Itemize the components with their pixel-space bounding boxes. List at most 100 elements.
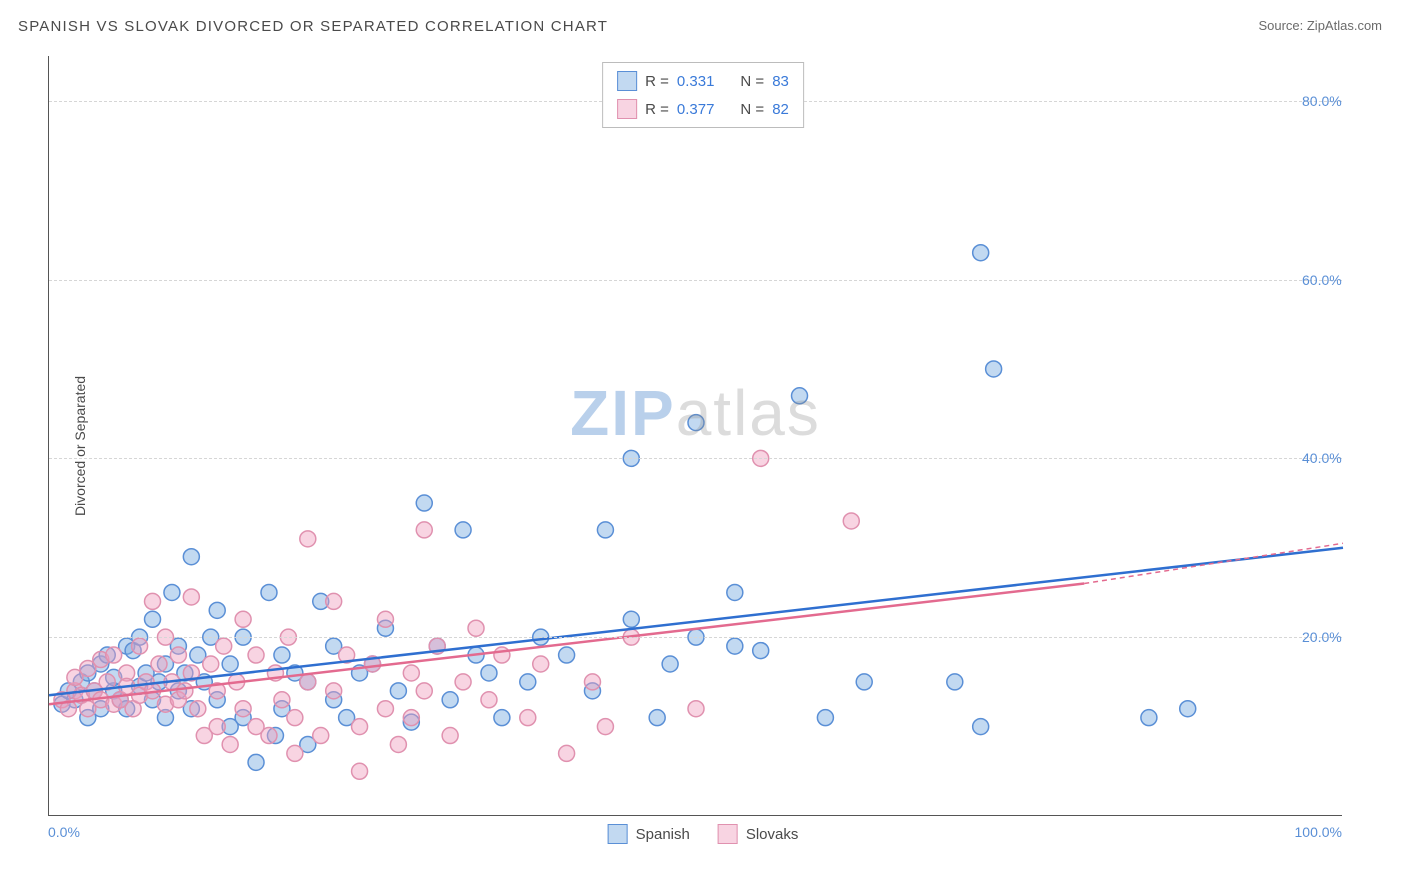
data-point xyxy=(584,674,600,690)
data-point xyxy=(300,674,316,690)
data-point xyxy=(287,745,303,761)
data-point xyxy=(416,522,432,538)
legend-r-label: R = xyxy=(645,101,669,118)
trend-line-extrapolated xyxy=(1084,543,1343,583)
data-point xyxy=(688,701,704,717)
legend-n-value: 83 xyxy=(772,73,789,90)
ytick-label: 80.0% xyxy=(1302,93,1342,109)
data-point xyxy=(287,710,303,726)
legend-r-value: 0.377 xyxy=(677,101,715,118)
data-point xyxy=(377,611,393,627)
data-point xyxy=(216,638,232,654)
data-point xyxy=(164,584,180,600)
xtick-label: 100.0% xyxy=(1295,824,1342,840)
data-point xyxy=(947,674,963,690)
data-point xyxy=(183,589,199,605)
data-point xyxy=(843,513,859,529)
legend-row: R = 0.377 N = 82 xyxy=(603,95,803,123)
data-point xyxy=(352,763,368,779)
data-point xyxy=(533,656,549,672)
trend-line xyxy=(49,584,1084,705)
data-point xyxy=(274,692,290,708)
data-point xyxy=(481,665,497,681)
data-point xyxy=(145,611,161,627)
data-point xyxy=(1141,710,1157,726)
data-point xyxy=(662,656,678,672)
data-point xyxy=(390,736,406,752)
data-point xyxy=(248,647,264,663)
data-point xyxy=(753,643,769,659)
data-point xyxy=(623,611,639,627)
data-point xyxy=(390,683,406,699)
legend-n-value: 82 xyxy=(772,101,789,118)
data-point xyxy=(520,674,536,690)
scatter-plot-svg xyxy=(49,56,1342,815)
data-point xyxy=(416,683,432,699)
data-point xyxy=(688,415,704,431)
gridline xyxy=(49,637,1342,638)
legend-swatch xyxy=(617,71,637,91)
xtick-label: 0.0% xyxy=(48,824,80,840)
data-point xyxy=(559,647,575,663)
data-point xyxy=(403,665,419,681)
series-legend-item: Spanish xyxy=(608,824,690,844)
legend-n-label: N = xyxy=(740,73,764,90)
data-point xyxy=(300,531,316,547)
data-point xyxy=(352,719,368,735)
data-point xyxy=(203,656,219,672)
data-point xyxy=(326,683,342,699)
data-point xyxy=(326,593,342,609)
data-point xyxy=(817,710,833,726)
legend-swatch xyxy=(617,99,637,119)
data-point xyxy=(177,683,193,699)
legend-r-value: 0.331 xyxy=(677,73,715,90)
data-point xyxy=(481,692,497,708)
data-point xyxy=(649,710,665,726)
data-point xyxy=(261,584,277,600)
data-point xyxy=(222,736,238,752)
data-point xyxy=(597,719,613,735)
data-point xyxy=(151,656,167,672)
ytick-label: 20.0% xyxy=(1302,629,1342,645)
data-point xyxy=(494,647,510,663)
data-point xyxy=(442,728,458,744)
data-point xyxy=(468,620,484,636)
data-point xyxy=(727,584,743,600)
ytick-label: 60.0% xyxy=(1302,272,1342,288)
data-point xyxy=(727,638,743,654)
legend-swatch xyxy=(608,824,628,844)
data-point xyxy=(274,647,290,663)
legend-n-label: N = xyxy=(740,101,764,118)
data-point xyxy=(455,674,471,690)
data-point xyxy=(973,245,989,261)
data-point xyxy=(106,647,122,663)
plot-area: ZIPatlas xyxy=(48,56,1342,816)
data-point xyxy=(222,656,238,672)
legend-row: R = 0.331 N = 83 xyxy=(603,67,803,95)
data-point xyxy=(132,638,148,654)
data-point xyxy=(261,728,277,744)
series-legend-label: Slovaks xyxy=(746,826,799,843)
data-point xyxy=(494,710,510,726)
chart-title: SPANISH VS SLOVAK DIVORCED OR SEPARATED … xyxy=(18,18,608,35)
data-point xyxy=(416,495,432,511)
data-point xyxy=(183,549,199,565)
source-label: Source: ZipAtlas.com xyxy=(1258,18,1382,33)
data-point xyxy=(170,647,186,663)
correlation-legend: R = 0.331 N = 83 R = 0.377 N = 82 xyxy=(602,62,804,128)
data-point xyxy=(235,611,251,627)
legend-r-label: R = xyxy=(645,73,669,90)
ytick-label: 40.0% xyxy=(1302,450,1342,466)
data-point xyxy=(190,701,206,717)
series-legend-item: Slovaks xyxy=(718,824,799,844)
data-point xyxy=(792,388,808,404)
data-point xyxy=(973,719,989,735)
data-point xyxy=(559,745,575,761)
data-point xyxy=(856,674,872,690)
data-point xyxy=(209,602,225,618)
data-point xyxy=(313,728,329,744)
data-point xyxy=(1180,701,1196,717)
data-point xyxy=(442,692,458,708)
data-point xyxy=(597,522,613,538)
series-legend-label: Spanish xyxy=(636,826,690,843)
